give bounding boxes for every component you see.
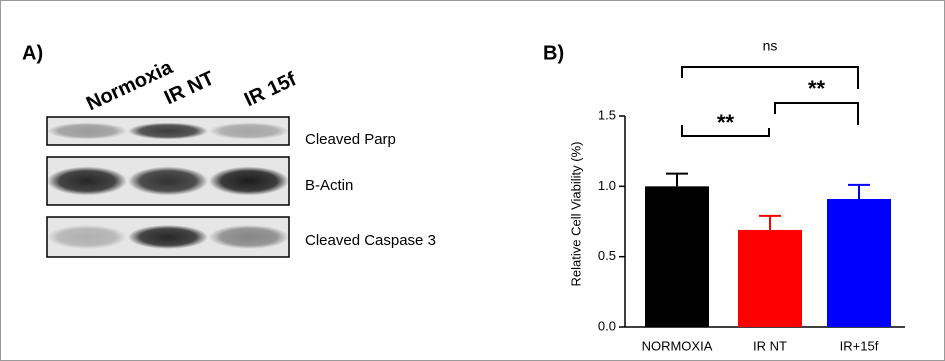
y-tick-label: 0.5: [598, 248, 616, 263]
x-tick-label: IR NT: [753, 338, 787, 353]
bar: [645, 186, 709, 327]
protein-label: B-Actin: [305, 177, 353, 194]
bar: [738, 230, 802, 327]
blot-band: [128, 167, 208, 196]
blot-band: [209, 123, 289, 140]
y-tick-label: 0.0: [598, 318, 616, 333]
blot-band: [128, 123, 208, 140]
blot-band: [47, 225, 127, 249]
figure: A) Normoxia IR NT IR 15f Cleaved Parp B-…: [0, 0, 945, 361]
protein-label: Cleaved Parp: [305, 131, 396, 148]
panel-label: B): [543, 42, 564, 64]
panel-label: A): [22, 42, 43, 64]
blot-band: [47, 123, 127, 140]
blot-band: [209, 167, 289, 196]
significance-label: ns: [763, 38, 778, 54]
y-tick-label: 1.5: [598, 107, 616, 122]
blot-band: [128, 225, 208, 249]
blot-band: [209, 225, 289, 249]
significance-label: **: [808, 76, 826, 101]
significance-label: **: [717, 110, 735, 135]
x-tick-label: NORMOXIA: [642, 338, 713, 353]
protein-label: Cleaved Caspase 3: [305, 232, 436, 249]
page: {"blot": {"panel_label": "A)", "lanes": …: [0, 0, 945, 361]
blot-band: [47, 167, 127, 196]
x-tick-label: IR+15f: [840, 338, 879, 353]
y-tick-label: 1.0: [598, 178, 616, 193]
bar: [827, 199, 891, 327]
y-axis-label: Relative Cell Viability (%): [568, 142, 583, 287]
blot-panel: [47, 117, 289, 257]
